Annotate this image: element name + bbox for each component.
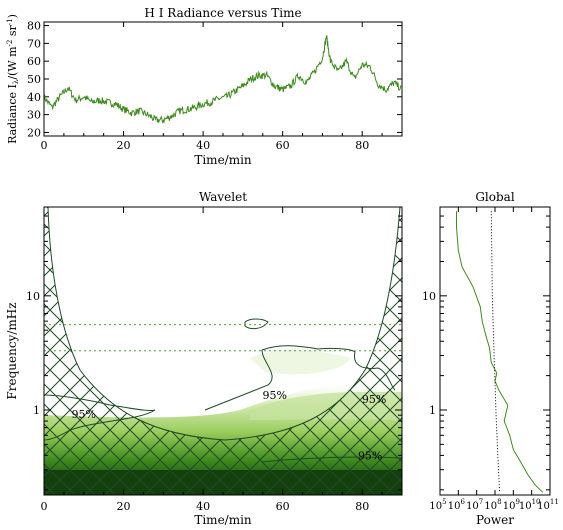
wavelet-y-label: Frequency/mHz <box>5 302 19 399</box>
wavelet-y-ticks: 1 10 <box>26 206 402 491</box>
wavelet-x-tick-label: 0 <box>41 500 48 513</box>
radiance-y-tick-label: 40 <box>27 91 41 104</box>
global-x-tick-exponent: 8 <box>497 498 501 506</box>
wavelet-x-tick-label: 60 <box>276 500 290 513</box>
global-x-tick-label: 105 <box>429 498 446 512</box>
wavelet-title: Wavelet <box>199 190 247 204</box>
global-x-tick-exponent: 9 <box>515 498 519 506</box>
global-x-tick-label: 108 <box>484 498 501 512</box>
radiance-title: H I Radiance versus Time <box>144 6 301 20</box>
significance-contour-left <box>44 394 156 441</box>
radiance-y-tick-label: 80 <box>27 20 41 33</box>
radiance-y-ticks: 20 30 40 50 60 70 80 <box>27 20 402 139</box>
radiance-series-line <box>44 35 402 124</box>
contour-label-mid: 95% <box>262 389 286 402</box>
wavelet-y-tick-label: 1 <box>33 404 40 417</box>
radiance-x-tick-label: 40 <box>196 139 210 152</box>
cone-of-influence-hatch <box>44 207 402 495</box>
contour-label-right: 95% <box>362 393 386 406</box>
global-spectrum-line <box>456 211 544 493</box>
global-x-tick-label: 107 <box>466 498 483 512</box>
global-x-tick-exponent: 11 <box>550 498 559 506</box>
radiance-y-label-main: Radiance I <box>6 84 19 144</box>
wavelet-chart: Wavelet 95% 95% 95% 95% 0 20 40 60 80 <box>5 190 403 527</box>
global-y-tick-label: 1 <box>429 404 436 417</box>
radiance-x-tick-label: 20 <box>117 139 131 152</box>
radiance-x-ticks: 0 20 40 60 80 <box>41 22 383 152</box>
radiance-y-label-exp2: -1 <box>6 18 14 25</box>
global-x-tick-base: 10 <box>484 501 497 512</box>
radiance-y-label-close: ) <box>6 14 19 18</box>
radiance-y-tick-label: 60 <box>27 55 41 68</box>
global-x-label: Power <box>476 513 514 527</box>
radiance-y-label-units: /(W m <box>6 46 19 80</box>
wavelet-y-tick-label: 10 <box>26 290 40 303</box>
radiance-y-tick-label: 70 <box>27 37 41 50</box>
global-y-ticks: 1 10 <box>422 206 550 491</box>
global-x-tick-base: 10 <box>503 501 516 512</box>
global-x-tick-base: 10 <box>537 501 550 512</box>
radiance-y-label-mid: sr <box>6 24 19 39</box>
radiance-y-tick-label: 20 <box>27 126 41 139</box>
radiance-x-tick-label: 80 <box>355 139 369 152</box>
significance-contour-low <box>261 456 402 463</box>
wavelet-plot-frame <box>43 206 403 496</box>
wavelet-x-tick-label: 80 <box>355 500 369 513</box>
global-significance-line <box>490 211 501 493</box>
radiance-x-label: Time/min <box>194 153 252 167</box>
global-x-tick-base: 10 <box>429 501 442 512</box>
significance-contour-mid <box>204 345 396 411</box>
wavelet-x-tick-label: 40 <box>196 500 210 513</box>
wavelet-band-light <box>250 350 350 375</box>
wavelet-x-label: Time/min <box>194 513 252 527</box>
global-y-tick-label: 10 <box>422 290 436 303</box>
global-x-tick-exponent: 7 <box>479 498 483 506</box>
global-x-tick-base: 10 <box>519 501 532 512</box>
radiance-plot-frame <box>43 21 403 137</box>
radiance-y-tick-label: 50 <box>27 73 41 86</box>
global-plot-frame <box>439 206 551 496</box>
radiance-y-label: Radiance Iλ/(W m-2 sr-1) <box>6 14 20 144</box>
global-x-tick-label: 1010 <box>519 498 541 512</box>
wavelet-x-ticks: 0 20 40 60 80 <box>41 207 383 513</box>
global-title: Global <box>475 190 514 204</box>
wavelet-x-tick-label: 20 <box>117 500 131 513</box>
significance-contour-top <box>244 318 269 330</box>
cone-of-influence-line <box>47 207 401 441</box>
radiance-y-label-sub: λ <box>12 79 20 84</box>
global-x-tick-base: 10 <box>466 501 479 512</box>
radiance-y-label-exp1: -2 <box>6 40 14 47</box>
radiance-chart: H I Radiance versus Time 0 20 40 60 80 20304… <box>6 6 403 167</box>
contour-label-low: 95% <box>358 449 382 462</box>
global-x-tick-exponent: 5 <box>442 498 446 506</box>
global-x-tick-label: 1011 <box>537 498 559 512</box>
contour-label-left: 95% <box>72 408 96 421</box>
global-x-tick-label: 106 <box>448 498 466 512</box>
global-x-tick-exponent: 6 <box>460 498 465 506</box>
global-x-tick-label: 109 <box>503 498 520 512</box>
radiance-y-tick-label: 30 <box>27 109 41 122</box>
radiance-x-tick-label: 60 <box>276 139 290 152</box>
radiance-x-tick-label: 0 <box>41 139 48 152</box>
global-x-tick-base: 10 <box>448 501 461 512</box>
global-x-tick-exponent: 10 <box>532 498 541 506</box>
